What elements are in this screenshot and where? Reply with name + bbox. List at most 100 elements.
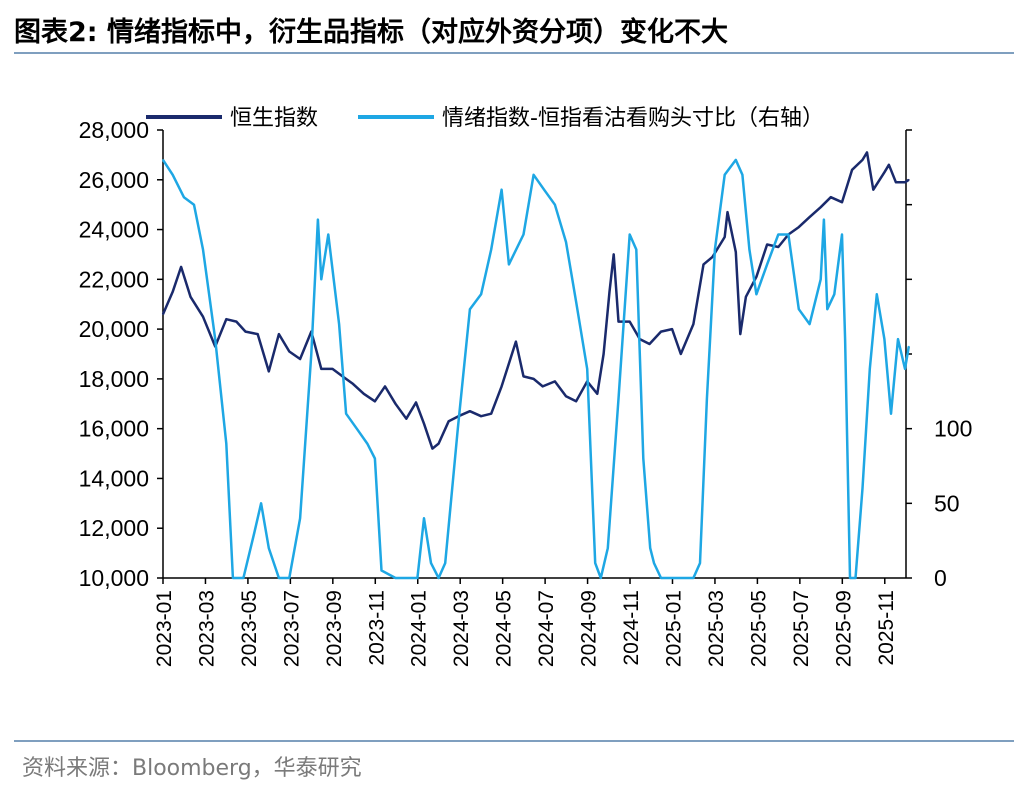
source-divider	[14, 740, 1014, 742]
data-point	[861, 159, 864, 161]
data-point	[431, 447, 434, 450]
data-point	[741, 174, 744, 176]
x-tick-label: 2024-01	[408, 590, 431, 667]
data-point	[648, 343, 651, 345]
x-tick-label: 2024-09	[578, 590, 601, 667]
x-tick-label: 2023-05	[238, 590, 261, 667]
data-point	[575, 300, 577, 303]
data-point	[908, 179, 910, 181]
data-point	[352, 383, 354, 385]
data-point	[660, 330, 662, 333]
data-point	[193, 203, 195, 206]
data-point	[787, 233, 790, 236]
data-point	[575, 400, 577, 403]
data-point	[532, 378, 535, 380]
series-layer	[161, 151, 911, 580]
y-right-tick-label: 0	[934, 565, 947, 591]
data-point	[423, 517, 425, 520]
x-tick-label: 2024-11	[620, 590, 643, 666]
data-point	[405, 577, 408, 579]
data-point	[366, 442, 369, 445]
data-point	[777, 233, 780, 236]
data-point	[823, 218, 825, 221]
y-left-tick-label: 18,000	[79, 366, 149, 392]
data-point	[883, 171, 886, 174]
data-point	[608, 291, 611, 293]
x-tick-label: 2023-11	[365, 590, 388, 666]
data-point	[819, 278, 822, 281]
data-point	[699, 562, 701, 564]
data-point	[331, 368, 334, 370]
data-point	[692, 577, 695, 579]
data-point	[508, 263, 510, 266]
data-point	[565, 395, 567, 398]
data-point	[755, 276, 758, 278]
data-point	[904, 368, 906, 370]
data-point	[739, 333, 742, 335]
data-point	[288, 577, 291, 579]
data-point	[242, 577, 245, 579]
y-left-tick-label: 24,000	[79, 217, 149, 243]
data-point	[628, 233, 631, 236]
data-point	[735, 251, 737, 253]
data-point	[232, 577, 234, 579]
data-point	[851, 169, 853, 171]
data-point	[480, 293, 482, 296]
data-point	[854, 577, 857, 579]
data-point	[532, 174, 535, 176]
data-point	[642, 457, 645, 460]
data-point	[490, 412, 493, 415]
data-point	[447, 420, 450, 423]
y-right-tick-label: 50	[934, 490, 960, 516]
data-point	[766, 243, 768, 246]
data-point	[327, 233, 330, 236]
data-point	[225, 318, 228, 321]
data-point	[833, 293, 836, 296]
data-point	[380, 569, 383, 572]
data-point	[189, 296, 192, 298]
data-point	[607, 547, 609, 549]
data-point	[723, 236, 726, 238]
data-point	[541, 385, 544, 388]
legend: 恒生指数 情绪指数-恒指看沽看购头寸比（右轴）	[146, 106, 824, 131]
data-point	[808, 216, 811, 218]
data-point	[600, 577, 602, 579]
data-point	[904, 181, 906, 184]
data-point	[671, 328, 673, 330]
data-point	[819, 206, 822, 208]
y-left-tick-label: 12,000	[79, 515, 149, 541]
data-point	[594, 562, 596, 564]
data-point	[162, 313, 164, 316]
data-point	[849, 577, 851, 579]
data-point	[320, 368, 323, 370]
x-tick-label: 2023-01	[153, 590, 176, 667]
data-point	[602, 353, 605, 355]
data-point	[671, 577, 673, 579]
data-point	[394, 403, 397, 405]
series-hsi	[161, 151, 910, 450]
data-point	[798, 308, 800, 311]
data-point	[748, 248, 751, 251]
x-tick-label: 2023-03	[195, 590, 218, 667]
data-point	[338, 323, 340, 325]
data-point	[522, 375, 525, 378]
chart-title: 图表2: 情绪指标中，衍生品指标（对应外资分项）变化不大	[14, 17, 728, 48]
data-point	[299, 517, 301, 520]
data-point	[171, 174, 174, 176]
data-point	[415, 401, 417, 404]
data-point	[888, 164, 890, 166]
chart: 恒生指数 情绪指数-恒指看沽看购头寸比（右轴） 10,000 12,000 14,0…	[79, 106, 973, 667]
data-point	[480, 415, 482, 418]
data-point	[726, 211, 729, 213]
data-point	[866, 151, 868, 154]
axes: 10,000 12,000 14,000 16,000 18,000 20,000 22,0…	[79, 117, 973, 667]
x-tick-label: 2024-07	[535, 590, 558, 667]
data-point	[235, 320, 238, 323]
y-left-tick-label: 20,000	[79, 316, 149, 342]
data-point	[565, 241, 567, 243]
data-point	[469, 410, 471, 413]
x-tick-label: 2024-05	[493, 590, 516, 667]
y-left-tick-label: 28,000	[79, 117, 149, 143]
source-note: 资料来源：Bloomberg，华泰研究	[22, 756, 362, 781]
data-point	[876, 293, 878, 296]
